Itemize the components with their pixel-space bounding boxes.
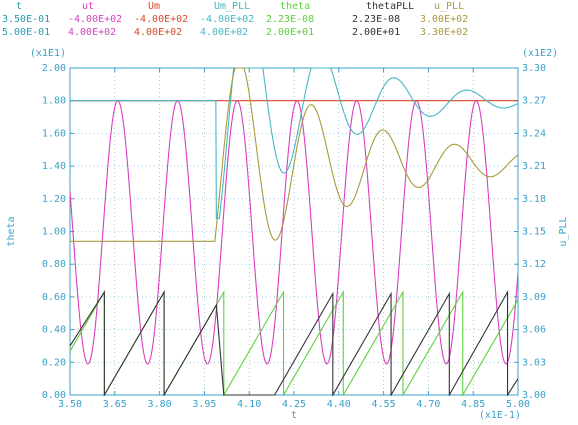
legend-name-um: Um [148,1,161,12]
legend-name-um_pll: Um_PLL [214,1,251,12]
y-right-tick-label: 3.27 [522,96,546,107]
series-um_pll [70,67,518,219]
y-right-tick-label: 3.15 [522,227,546,238]
x-tick-label: 4.85 [461,399,485,410]
y-left-tick-label: 1.00 [42,227,66,238]
legend-name-t: t [16,1,23,12]
y-left-tick-label: 1.60 [42,128,66,139]
legend-min-um_pll: -4.00E+02 [200,14,255,25]
y-left-tick-label: 1.80 [42,96,66,107]
legend-max-u_pll: 3.30E+02 [420,27,469,38]
y-right-tick-label: 3.09 [522,292,546,303]
legend-min-ut: -4.00E+02 [68,14,123,25]
y-left-tick-label: 0.40 [42,325,66,336]
y-left-tick-label: 0.60 [42,292,66,303]
x-tick-label: 4.10 [237,399,261,410]
y-right-multiplier: (x1E2) [522,48,558,59]
legend-header: t 3.50E-01 5.00E-01 ut -4.00E+02 4.00E+02 Um -4… [0,0,578,40]
legend-name-ut: ut [82,1,95,12]
y-left-tick-label: 2.00 [42,63,66,74]
series-ut [70,100,518,365]
y-left-tick-label: 0.80 [42,259,66,270]
y-right-tick-label: 3.06 [522,325,546,336]
y-right-axis-label: u_PLL [558,216,569,246]
y-right-tick-label: 3.03 [522,357,546,368]
series-thetapll [70,289,518,396]
x-tick-label: 3.95 [192,399,216,410]
legend-min-theta: 2.23E-08 [266,14,315,25]
legend-min-t: 3.50E-01 [2,14,51,25]
y-right-tick-label: 3.24 [522,128,546,139]
x-tick-label: 5.00 [506,399,530,410]
legend-min-thetapll: 2.23E-08 [352,14,401,25]
x-tick-label: 4.70 [416,399,440,410]
legend-name-theta: theta [280,1,311,12]
legend-max-um: 4.00E+02 [134,27,183,38]
y-left-axis-label: theta [6,216,17,246]
x-tick-label: 4.55 [372,399,396,410]
y-left-tick-label: 1.20 [42,194,66,205]
legend-min-u_pll: 3.00E+02 [420,14,469,25]
legend-name-u_pll: u_PLL [434,1,465,12]
y-left-tick-label: 1.40 [42,161,66,172]
legend-name-thetapll: thetaPLL [366,1,415,12]
x-tick-label: 4.40 [327,399,351,410]
legend-max-t: 5.00E-01 [2,27,51,38]
x-tick-label: 3.80 [148,399,172,410]
y-right-tick-label: 3.30 [522,63,546,74]
legend-max-um_pll: 4.00E+02 [200,27,249,38]
y-right-tick-label: 3.21 [522,161,546,172]
x-multiplier: (x1E-1) [479,410,521,421]
series-theta [70,289,518,396]
x-tick-label: 3.65 [103,399,127,410]
x-tick-label: 3.50 [58,399,82,410]
y-right-tick-label: 3.00 [522,390,546,401]
y-left-multiplier: (x1E1) [30,48,66,59]
legend-max-ut: 4.00E+02 [68,27,117,38]
legend-min-um: -4.00E+02 [134,14,189,25]
legend-max-theta: 2.00E+01 [266,27,315,38]
y-right-tick-label: 3.12 [522,259,546,270]
series-u_pll [70,67,518,242]
legend-max-thetapll: 2.00E+01 [352,27,401,38]
x-tick-label: 4.25 [282,399,306,410]
y-left-tick-label: 0.20 [42,357,66,368]
y-left-tick-label: 0.00 [42,390,66,401]
y-right-tick-label: 3.18 [522,194,546,205]
x-axis-label: t [291,410,297,421]
